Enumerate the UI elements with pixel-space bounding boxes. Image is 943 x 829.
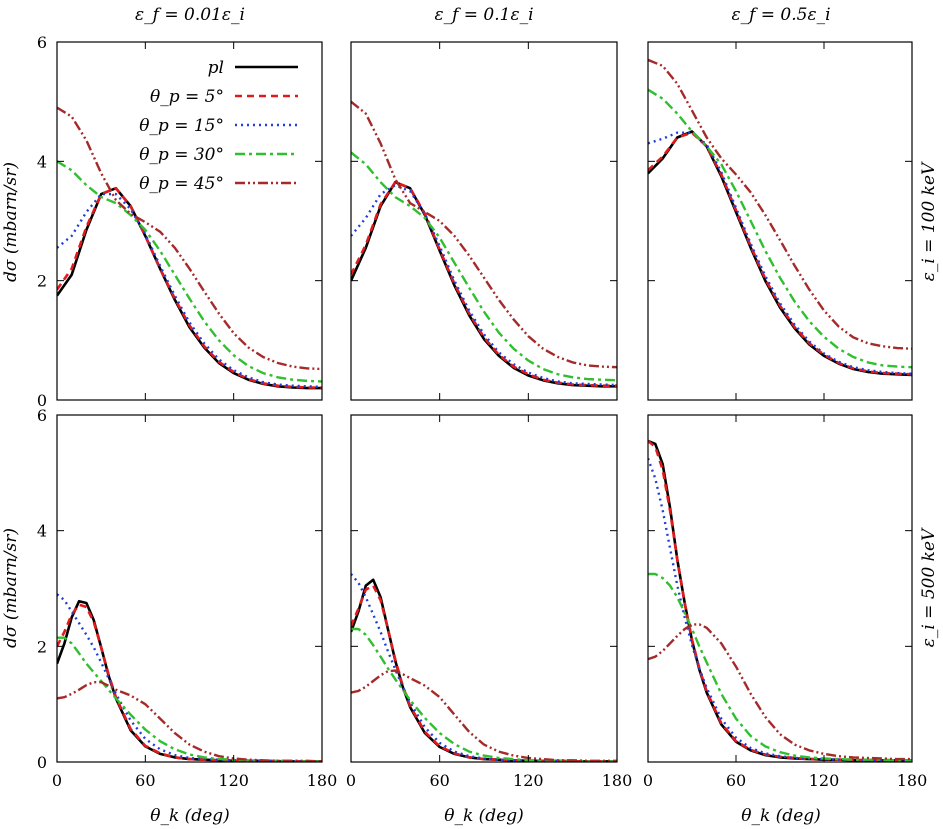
series-line--p-15- xyxy=(351,573,617,762)
column-title-1: ε_f = 0.01ε_i xyxy=(135,5,245,25)
x-tick-label: 180 xyxy=(307,771,338,790)
y-axis-label-bottom: dσ (mbarn/sr) xyxy=(1,528,21,648)
x-tick-label: 60 xyxy=(135,771,155,790)
series-line--p-15- xyxy=(57,593,322,762)
y-tick-label: 6 xyxy=(37,33,47,52)
legend-label: θ_p = 30° xyxy=(139,145,224,165)
legend-label: θ_p = 45° xyxy=(139,174,224,194)
series-line--p-45- xyxy=(648,623,912,761)
series-line--p-15- xyxy=(351,184,617,387)
panel-2-1: 0 60 120 180 0 2 4 6 xyxy=(37,406,337,790)
panel-1-2 xyxy=(350,41,618,401)
x-axis-label-3: θ_k (deg) xyxy=(741,806,821,826)
x-axis-label-1: θ_k (deg) xyxy=(150,806,230,826)
legend: pl θ_p = 5° θ_p = 15° θ_p = 30° θ_p = 45° xyxy=(139,58,298,194)
legend-label: pl xyxy=(208,58,224,78)
x-tick-label: 0 xyxy=(52,771,62,790)
y-axis-label-top: dσ (mbarn/sr) xyxy=(1,162,21,282)
series-line--p-15- xyxy=(648,457,912,762)
column-title-3: ε_f = 0.5ε_i xyxy=(731,5,830,25)
y-tick-label: 2 xyxy=(37,272,47,291)
series-line--p-30- xyxy=(57,160,322,383)
series-line--p-5- xyxy=(351,180,617,387)
series-line-pl xyxy=(648,439,912,762)
series-line--p-30- xyxy=(351,151,617,382)
x-tick-label: 0 xyxy=(346,771,356,790)
legend-label: θ_p = 5° xyxy=(150,87,224,107)
series-line-pl xyxy=(648,130,912,377)
series-line--p-15- xyxy=(648,131,912,375)
series-line-pl xyxy=(57,186,322,390)
series-line--p-45- xyxy=(351,669,617,762)
x-tick-label: 60 xyxy=(429,771,449,790)
y-tick-label: 0 xyxy=(37,753,47,772)
series-line-pl xyxy=(57,599,322,762)
series-line--p-30- xyxy=(57,636,322,762)
y-tick-label: 0 xyxy=(37,391,47,410)
series-line--p-5- xyxy=(57,186,322,389)
series-line-pl xyxy=(351,180,617,388)
panel-frame xyxy=(647,41,913,401)
x-tick-label: 120 xyxy=(218,771,249,790)
legend-item-2: θ_p = 5° xyxy=(150,87,298,107)
panel-frame xyxy=(350,414,618,763)
panel-frame xyxy=(647,414,913,763)
y-tick-label: 4 xyxy=(37,152,47,171)
legend-item-3: θ_p = 15° xyxy=(139,116,298,136)
x-tick-label: 0 xyxy=(643,771,653,790)
series-line--p-45- xyxy=(351,100,617,369)
panel-1-1: 0 2 4 6 xyxy=(37,33,323,410)
series-line--p-5- xyxy=(351,584,617,762)
series-line--p-15- xyxy=(57,192,322,389)
column-title-2: ε_f = 0.1ε_i xyxy=(434,5,533,25)
panel-frame xyxy=(56,414,323,763)
legend-item-4: θ_p = 30° xyxy=(139,145,298,165)
panel-frame xyxy=(56,41,323,401)
x-tick-label: 180 xyxy=(897,771,928,790)
legend-item-1: pl xyxy=(208,58,298,78)
panel-2-2: 0 60 120 180 xyxy=(346,414,633,790)
series-line--p-30- xyxy=(351,627,617,762)
legend-item-5: θ_p = 45° xyxy=(139,174,298,194)
x-tick-label: 180 xyxy=(602,771,633,790)
y-tick-label: 6 xyxy=(37,406,47,425)
y-tick-label: 4 xyxy=(37,522,47,541)
x-axis-label-2: θ_k (deg) xyxy=(444,806,524,826)
series-line--p-30- xyxy=(648,572,912,762)
row-label-2: ε_i = 500 keV xyxy=(919,527,939,647)
series-line--p-45- xyxy=(648,58,912,350)
row-label-1: ε_i = 100 keV xyxy=(919,161,939,281)
series-line--p-5- xyxy=(648,439,912,762)
panel-1-3 xyxy=(647,41,913,401)
legend-label: θ_p = 15° xyxy=(139,116,224,136)
series-line--p-45- xyxy=(57,681,322,762)
series-line--p-5- xyxy=(648,131,912,376)
series-line--p-5- xyxy=(57,603,322,762)
x-tick-label: 60 xyxy=(726,771,746,790)
series-line--p-30- xyxy=(648,88,912,369)
panel-2-3: 0 60 120 180 xyxy=(643,414,928,790)
x-tick-label: 120 xyxy=(809,771,840,790)
x-tick-label: 120 xyxy=(513,771,544,790)
series-line--p-45- xyxy=(57,106,322,371)
panel-frame xyxy=(350,41,618,401)
y-tick-label: 2 xyxy=(37,637,47,656)
